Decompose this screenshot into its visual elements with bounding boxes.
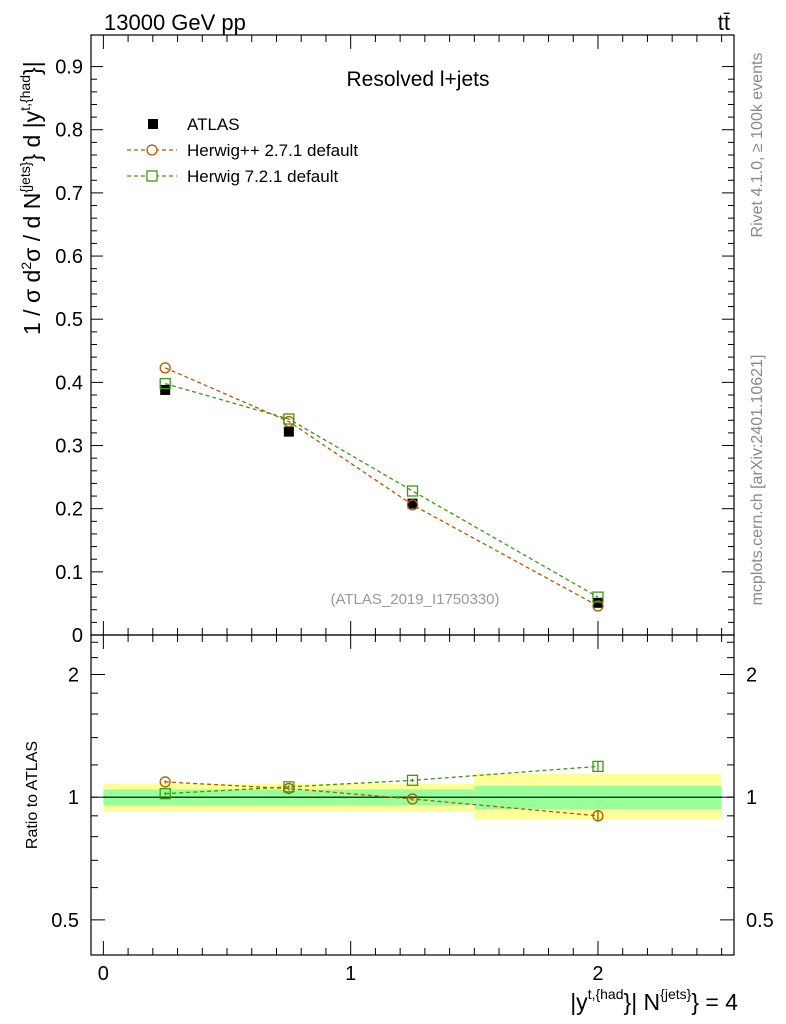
- ratio-point-herwigpp: [406, 793, 419, 805]
- ratio-y-tick-label-left: 0.5: [51, 910, 79, 932]
- ratio-line-herwigpp: [165, 781, 599, 817]
- main-y-tick-label: 0.9: [55, 57, 83, 79]
- ratio-point-herwig7: [159, 788, 171, 800]
- ratio-point-herwigpp: [159, 776, 171, 788]
- main-y-ticks: 0 0.1 0.2 0.3 0.4 0.5 0.6 0.7 0.8 0.9: [55, 57, 734, 647]
- legend-item-herwig7: Herwig 7.2.1 default: [127, 167, 338, 186]
- x-axis-label: |yt,{had}| N{jets}} = 4: [570, 986, 738, 1015]
- process-label: tt̄: [718, 10, 730, 35]
- x-axis-ticks: 0 1 2: [98, 35, 723, 985]
- mcplots-label: mcplots.cern.ch [arXiv:2401.10621]: [749, 355, 766, 606]
- main-y-tick-label: 0.2: [55, 499, 83, 521]
- legend-marker-atlas: [148, 119, 158, 129]
- ratio-y-tick-label-right: 0.5: [746, 910, 774, 932]
- main-y-axis-label: 1 / σ d2σ / d N{jets}} d |yt,{had}|: [17, 61, 45, 335]
- ratio-y-tick-label-left: 2: [68, 664, 79, 686]
- legend-label-herwigpp: Herwig++ 2.7.1 default: [187, 141, 358, 160]
- main-y-tick-label: 0.3: [55, 436, 83, 458]
- main-y-tick-label: 0.1: [55, 562, 83, 584]
- analysis-watermark: (ATLAS_2019_I1750330): [330, 591, 499, 608]
- legend-label-atlas: ATLAS: [187, 115, 240, 134]
- main-point-herwigpp: [406, 499, 419, 511]
- ratio-y-axis-label: Ratio to ATLAS: [24, 741, 41, 849]
- main-point-herwig7: [283, 413, 295, 425]
- ratio-y-tick-label-right: 2: [746, 664, 757, 686]
- ratio-y-tick-label-right: 1: [746, 787, 757, 809]
- main-y-tick-label: 0.7: [55, 183, 83, 205]
- ratio-point-herwig7: [592, 760, 604, 773]
- ratio-series: [159, 760, 604, 822]
- main-y-tick-label: 0: [72, 625, 83, 647]
- main-y-tick-label: 0.8: [55, 120, 83, 142]
- ratio-point-herwigpp: [592, 810, 604, 822]
- x-tick-label: 0: [98, 963, 109, 985]
- main-line-herwigpp: [164, 367, 599, 607]
- legend: ATLAS Herwig++ 2.7.1 default Herwig 7.2.…: [127, 115, 358, 186]
- main-point-atlas: [592, 597, 603, 608]
- main-point-atlas: [407, 498, 418, 509]
- ratio-y-tick-label-left: 1: [68, 787, 79, 809]
- main-point-herwig7: [592, 591, 604, 603]
- main-y-tick-label: 0.5: [55, 309, 83, 331]
- main-plot-title: Resolved l+jets: [347, 68, 490, 91]
- legend-marker-herwigpp: [146, 144, 158, 156]
- x-tick-label: 1: [345, 963, 356, 985]
- main-point-herwigpp: [592, 600, 604, 612]
- ratio-plot-panel: 0.5 0.5 1 1 2 2 0 1 2 Ratio to ATLAS |yt,{had}|…: [24, 35, 774, 1015]
- ratio-point-herwig7: [283, 781, 295, 793]
- ratio-y-ticks: 0.5 0.5 1 1 2 2: [51, 641, 774, 932]
- main-point-herwigpp: [159, 362, 171, 374]
- main-point-herwig7: [159, 377, 171, 390]
- ratio-plot-frame: [90, 634, 735, 956]
- main-point-atlas: [283, 426, 294, 437]
- legend-marker-herwig7: [146, 170, 158, 182]
- legend-item-atlas: ATLAS: [148, 115, 240, 134]
- ratio-line-herwig7: [165, 765, 599, 795]
- main-point-herwig7: [406, 485, 419, 497]
- main-line-herwig7: [165, 383, 599, 598]
- main-y-tick-label: 0.6: [55, 246, 83, 268]
- energy-label: 13000 GeV pp: [104, 10, 246, 35]
- legend-item-herwigpp: Herwig++ 2.7.1 default: [127, 141, 358, 160]
- legend-label-herwig7: Herwig 7.2.1 default: [187, 167, 338, 186]
- main-plot-panel: 0 0.1 0.2 0.3 0.4 0.5 0.6 0.7 0.8 0.9 Resolved l+…: [17, 34, 735, 647]
- rivet-version-label: Rivet 4.1.0, ≥ 100k events: [749, 53, 766, 238]
- x-tick-label: 2: [592, 963, 603, 985]
- main-series: [159, 362, 604, 612]
- ratio-point-herwig7: [406, 774, 419, 786]
- main-y-tick-label: 0.4: [55, 372, 83, 394]
- main-point-atlas: [160, 384, 171, 395]
